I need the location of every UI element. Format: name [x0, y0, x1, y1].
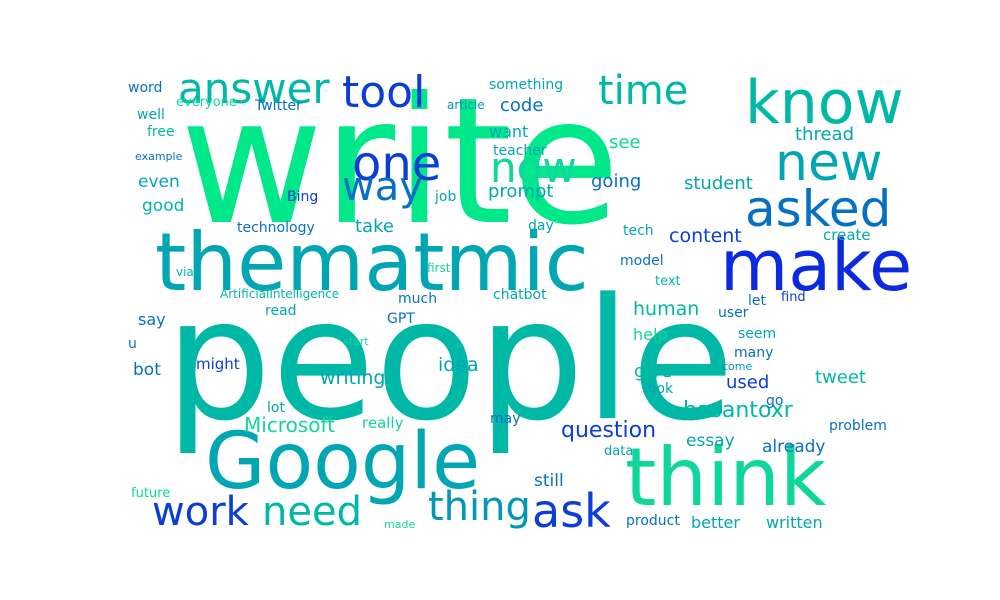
- cloud-word-thematmic: thematmic: [155, 216, 589, 309]
- cloud-word-go: go: [766, 393, 783, 409]
- cloud-word-user: user: [718, 305, 749, 321]
- cloud-word-tweet: tweet: [815, 367, 866, 388]
- cloud-word-prompt: prompt: [488, 181, 553, 202]
- cloud-word-see: see: [609, 132, 641, 153]
- cloud-word-time: time: [598, 68, 688, 114]
- cloud-word-already: already: [762, 437, 825, 457]
- cloud-word-model: model: [620, 253, 664, 269]
- cloud-word-writing: writing: [320, 367, 385, 389]
- cloud-word-work: work: [152, 489, 250, 535]
- cloud-word-text: text: [655, 274, 681, 289]
- cloud-word-bing: Bing: [287, 189, 318, 205]
- cloud-word-idea: idea: [438, 354, 479, 376]
- cloud-word-now: now: [490, 143, 577, 192]
- cloud-word-let: let: [748, 293, 767, 309]
- cloud-word-really: really: [362, 414, 404, 432]
- cloud-word-good: good: [142, 196, 184, 216]
- cloud-word-need: need: [262, 489, 362, 535]
- cloud-word-create: create: [823, 226, 871, 244]
- cloud-word-hasantoxr: hasantoxr: [683, 398, 794, 423]
- cloud-word-asked: asked: [745, 180, 891, 238]
- cloud-word-may: may: [490, 411, 521, 427]
- cloud-word-artificialintelligence: ArtificialIntelligence: [220, 287, 339, 301]
- cloud-word-find: find: [781, 290, 806, 305]
- cloud-word-people: people: [165, 262, 734, 458]
- cloud-word-way: way: [342, 164, 423, 210]
- cloud-word-answer: answer: [178, 64, 330, 113]
- cloud-word-job: job: [434, 189, 456, 205]
- cloud-word-think: think: [625, 431, 827, 524]
- cloud-word-thread: thread: [795, 124, 854, 145]
- cloud-word-human: human: [633, 298, 699, 320]
- cloud-word-content: content: [669, 225, 742, 247]
- cloud-word-question: question: [561, 418, 656, 443]
- cloud-word-going: going: [591, 171, 641, 192]
- cloud-word-article: article: [447, 98, 485, 112]
- cloud-word-microsoft: Microsoft: [244, 413, 335, 437]
- cloud-word-technology: technology: [237, 220, 315, 236]
- cloud-word-u: u: [128, 336, 137, 352]
- cloud-word-look: look: [644, 381, 674, 397]
- cloud-word-twitter: Twitter: [254, 98, 302, 114]
- cloud-word-student: student: [684, 173, 753, 194]
- cloud-word-start: start: [343, 335, 369, 348]
- cloud-word-know: know: [745, 68, 904, 138]
- cloud-word-code: code: [500, 95, 543, 116]
- cloud-word-product: product: [626, 513, 680, 529]
- cloud-word-new: new: [775, 133, 882, 193]
- cloud-word-everyone: everyone: [176, 95, 237, 110]
- cloud-word-ask: ask: [532, 484, 611, 538]
- cloud-word-take: take: [355, 216, 394, 237]
- cloud-word-future: future: [131, 486, 170, 501]
- cloud-word-tool: tool: [342, 67, 425, 118]
- cloud-word-better: better: [691, 513, 740, 532]
- cloud-word-make: make: [720, 225, 912, 307]
- cloud-word-write: write: [180, 61, 620, 264]
- cloud-word-chatbot: chatbot: [493, 287, 547, 303]
- cloud-word-help: help: [633, 325, 668, 344]
- cloud-word-example: example: [135, 150, 183, 163]
- cloud-word-read: read: [265, 303, 297, 319]
- cloud-word-free: free: [147, 124, 175, 140]
- cloud-word-many: many: [734, 345, 773, 361]
- cloud-word-give: give: [634, 361, 672, 382]
- cloud-word-something: something: [489, 77, 563, 93]
- cloud-word-seem: seem: [738, 326, 776, 342]
- cloud-word-well: well: [137, 107, 165, 123]
- cloud-word-say: say: [138, 310, 166, 329]
- cloud-word-data: data: [604, 444, 633, 459]
- cloud-word-come: come: [722, 360, 752, 373]
- cloud-word-used: used: [726, 372, 769, 393]
- cloud-word-one: one: [352, 136, 441, 192]
- cloud-word-made: made: [384, 518, 415, 531]
- cloud-word-essay: essay: [686, 431, 735, 451]
- cloud-word-word: word: [128, 80, 162, 96]
- cloud-word-google: Google: [205, 417, 480, 507]
- cloud-word-still: still: [534, 471, 564, 491]
- cloud-word-gpt: GPT: [387, 311, 415, 327]
- cloud-word-problem: problem: [829, 418, 887, 434]
- cloud-word-day: day: [528, 218, 554, 234]
- cloud-word-lot: lot: [267, 400, 285, 416]
- cloud-word-via: via: [176, 265, 194, 279]
- cloud-word-first: first: [427, 261, 451, 275]
- cloud-word-much: much: [398, 291, 437, 307]
- cloud-word-even: even: [138, 172, 180, 192]
- cloud-word-might: might: [196, 355, 240, 373]
- cloud-word-bot: bot: [133, 360, 161, 380]
- cloud-word-teacher: teacher: [493, 143, 547, 159]
- cloud-word-tech: tech: [623, 223, 654, 239]
- cloud-word-want: want: [489, 122, 528, 141]
- cloud-word-written: written: [766, 513, 823, 532]
- cloud-word-thing: thing: [428, 484, 531, 530]
